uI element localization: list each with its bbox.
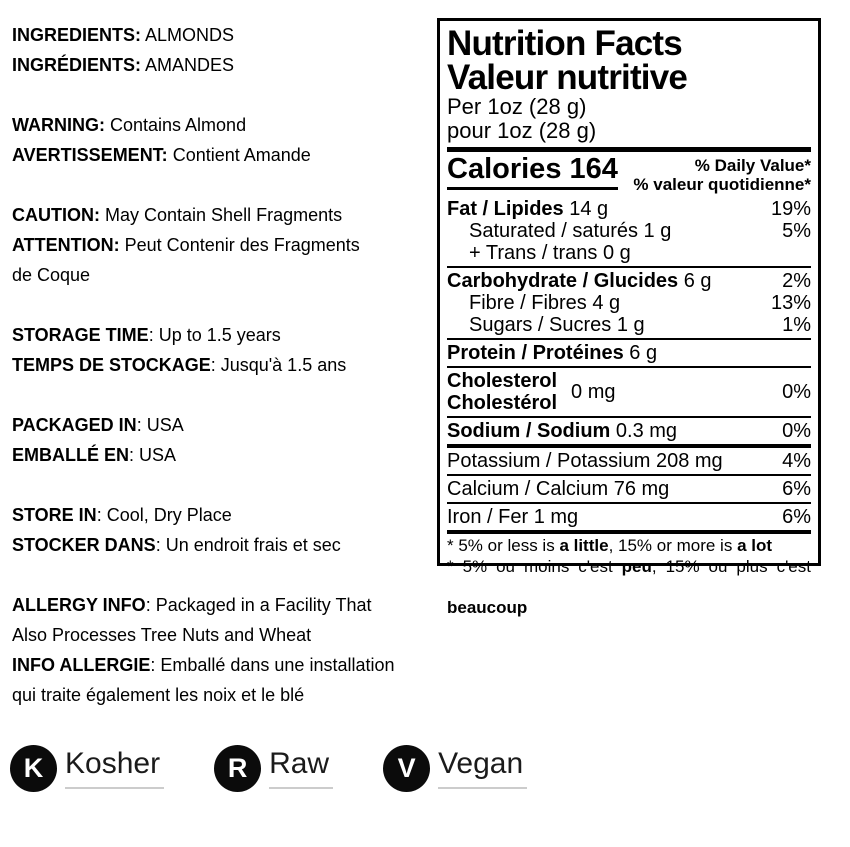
footnote-en: * 5% or less is a little, 15% or more is… (447, 536, 773, 555)
row-potassium: Potassium / Potassium 208 mg 4% (447, 450, 811, 472)
row-trans: + Trans / trans 0 g (469, 242, 631, 264)
divider-hairline (447, 502, 811, 504)
cholesterol-amount: 0 mg (571, 381, 616, 403)
badge-raw: R Raw (214, 745, 334, 792)
footnote-fr-line1: * 5% ou moins c'est peu, 15% ou plus c'e… (447, 557, 811, 576)
storage-time-line-en: STORAGE TIME: Up to 1.5 years (12, 325, 281, 345)
cholesterol-name-fr: Cholestérol (447, 392, 558, 414)
vegan-label: Vegan (438, 747, 524, 780)
row-cholesterol: Cholesterol Cholestérol 0 mg 0% (447, 370, 811, 414)
kosher-label: Kosher (65, 747, 161, 780)
nutrition-facts-panel: Nutrition Facts Valeur nutritive Per 1oz… (437, 18, 821, 617)
divider-hairline (447, 338, 811, 340)
divider-hairline (447, 474, 811, 476)
allergy-info-line-en: ALLERGY INFO: Packaged in a Facility Tha… (12, 595, 372, 615)
footnote-fr-line2: beaucoup (447, 598, 528, 617)
caution-line-fr-wrap: de Coque (12, 265, 91, 285)
caution-line-en: CAUTION: May Contain Shell Fragments (12, 205, 343, 225)
row-sugars: Sugars / Sucres 1 g 1% (469, 314, 811, 336)
serving-size-fr: pour 1oz (28 g) (447, 118, 597, 143)
packaged-in-line-en: PACKAGED IN: USA (12, 415, 184, 435)
left-info-column: INGREDIENTS: ALMONDS INGRÉDIENTS: AMANDE… (12, 20, 442, 710)
storage-time-line-fr: TEMPS DE STOCKAGE: Jusqu'à 1.5 ans (12, 355, 347, 375)
store-in-line-en: STORE IN: Cool, Dry Place (12, 505, 232, 525)
row-fibre: Fibre / Fibres 4 g 13% (469, 292, 811, 314)
daily-value-en: % Daily Value* (694, 156, 811, 175)
warning-line-fr: AVERTISSEMENT: Contient Amande (12, 145, 311, 165)
panel-title-en: Nutrition Facts (447, 24, 683, 63)
calories-value: Calories 164 (447, 154, 618, 190)
daily-value-fr: % valeur quotidienne* (633, 175, 811, 194)
ingredients-line-fr: INGRÉDIENTS: AMANDES (12, 55, 235, 75)
divider-hairline (447, 266, 811, 268)
row-iron: Iron / Fer 1 mg 6% (447, 506, 811, 528)
calories-block: Calories 164 % Daily Value* % valeur quo… (447, 154, 811, 194)
caution-line-fr: ATTENTION: Peut Contenir des Fragments (12, 235, 360, 255)
store-in-line-fr: STOCKER DANS: Un endroit frais et sec (12, 535, 341, 555)
packaged-in-line-fr: EMBALLÉ EN: USA (12, 445, 177, 465)
badge-vegan: V Vegan (383, 745, 528, 792)
allergy-info-line-en-wrap: Also Processes Tree Nuts and Wheat (12, 625, 312, 645)
row-sodium: Sodium / Sodium 0.3 mg 0% (447, 420, 811, 442)
divider-medium (447, 444, 811, 448)
divider-thick (447, 147, 811, 152)
cholesterol-percent: 0% (782, 381, 811, 403)
row-carbohydrate: Carbohydrate / Glucides 6 g 2% (447, 270, 811, 292)
allergy-info-line-fr-wrap: qui traite également les noix et le blé (12, 685, 305, 705)
row-protein: Protein / Protéines 6 g (447, 342, 658, 364)
row-saturated: Saturated / saturés 1 g 5% (469, 220, 811, 242)
badge-kosher: K Kosher (10, 745, 165, 792)
raw-icon: R (214, 745, 262, 792)
daily-value-header: % Daily Value* % valeur quotidienne* (633, 154, 811, 194)
kosher-icon: K (10, 745, 57, 792)
warning-line-en: WARNING: Contains Almond (12, 115, 247, 135)
divider-hairline (447, 366, 811, 368)
certification-badges: K Kosher R Raw V Vegan (10, 745, 528, 792)
allergy-info-line-fr: INFO ALLERGIE: Emballé dans une installa… (12, 655, 395, 675)
row-fat: Fat / Lipides 14 g 19% (447, 198, 811, 220)
cholesterol-name-en: Cholesterol (447, 370, 558, 392)
row-calcium: Calcium / Calcium 76 mg 6% (447, 478, 811, 500)
divider-medium (447, 530, 811, 534)
ingredients-line-en: INGREDIENTS: ALMONDS (12, 25, 235, 45)
panel-title-fr: Valeur nutritive (447, 58, 688, 97)
divider-hairline (447, 416, 811, 418)
serving-size-en: Per 1oz (28 g) (447, 94, 587, 119)
raw-label: Raw (269, 747, 330, 780)
vegan-icon: V (383, 745, 431, 792)
